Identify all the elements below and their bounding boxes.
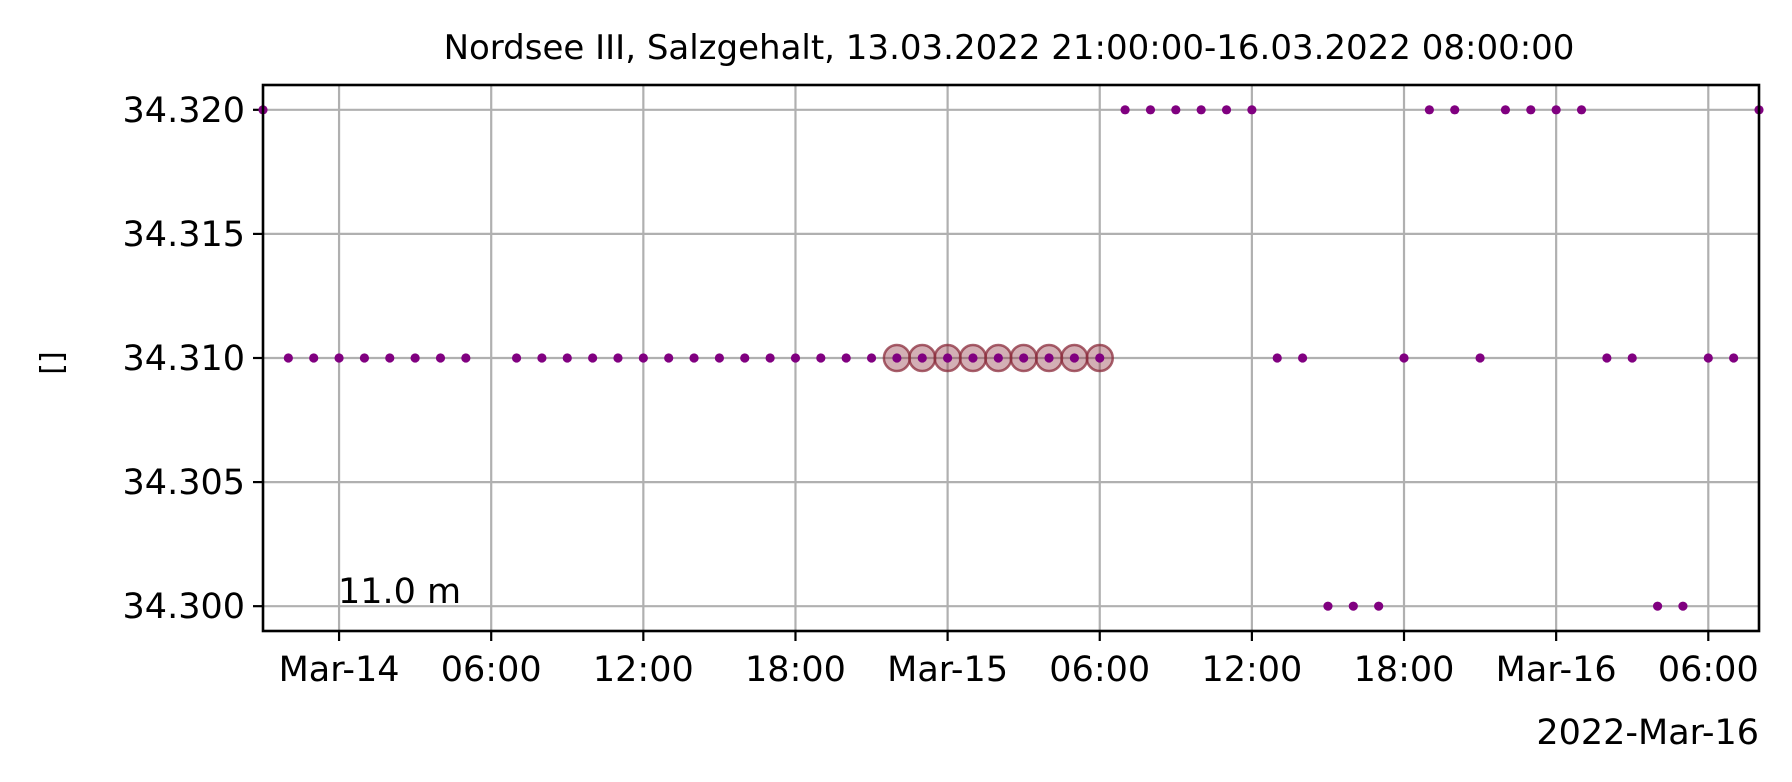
data-point	[1576, 105, 1587, 115]
data-point	[790, 353, 801, 363]
data-point	[511, 353, 522, 363]
data-point	[1044, 353, 1054, 363]
data-point	[1297, 353, 1308, 363]
data-point	[740, 353, 750, 363]
data-point	[359, 353, 370, 363]
axis-ticks: Mar-14 06:00 12:00 18:00 Mar-15 06:00 12:00 18:…	[123, 91, 1759, 690]
data-point	[968, 353, 978, 363]
data-point	[1095, 353, 1105, 363]
data-point	[1145, 105, 1156, 115]
data-point	[334, 353, 344, 363]
data-point	[892, 353, 902, 363]
y-tick-label: 34.320	[123, 91, 245, 131]
y-tick-label: 34.305	[123, 463, 245, 503]
data-point	[1551, 105, 1561, 115]
data-point	[1424, 105, 1434, 115]
data-points	[258, 105, 1764, 611]
data-point	[435, 353, 446, 363]
data-point	[1475, 353, 1485, 363]
data-point	[1171, 105, 1181, 115]
data-point	[638, 353, 648, 363]
data-point	[613, 353, 623, 363]
y-tick-label: 34.300	[123, 587, 245, 627]
data-point	[461, 353, 471, 363]
data-point	[1703, 353, 1713, 363]
data-point	[410, 353, 420, 363]
data-point	[765, 353, 775, 363]
plot-frame	[261, 83, 1761, 633]
y-axis-label: []	[35, 351, 70, 374]
x-tick-label: Mar-14	[279, 650, 400, 690]
x-tick-label: 06:00	[441, 650, 542, 690]
data-point	[1526, 105, 1536, 115]
x-tick-label: 12:00	[1201, 650, 1302, 690]
x-tick-label: 12:00	[593, 650, 694, 690]
data-point	[1323, 601, 1333, 611]
data-point	[1602, 353, 1612, 363]
x-tick-label: 06:00	[1658, 650, 1759, 690]
x-tick-label: 18:00	[1354, 650, 1455, 690]
data-point	[1399, 353, 1409, 363]
data-point	[1019, 353, 1029, 363]
data-point	[917, 353, 927, 363]
data-point	[385, 353, 395, 363]
x-tick-label: Mar-15	[887, 650, 1008, 690]
data-point	[714, 353, 725, 363]
x-tick-label: 18:00	[745, 650, 846, 690]
y-tick-label: 34.315	[123, 215, 245, 255]
y-tick-label: 34.310	[123, 339, 245, 379]
data-point	[1374, 601, 1384, 611]
data-point	[1247, 105, 1257, 115]
data-point	[1500, 105, 1511, 115]
data-point	[993, 353, 1003, 363]
data-point	[562, 353, 572, 363]
data-point	[1272, 353, 1282, 363]
data-point	[1120, 105, 1130, 115]
data-point	[689, 353, 699, 363]
x-axis-offset-label: 2022-Mar-16	[1536, 713, 1759, 753]
data-point	[1069, 353, 1079, 363]
chart-title: Nordsee III, Salzgehalt, 13.03.2022 21:0…	[444, 28, 1575, 68]
data-point	[283, 353, 293, 363]
data-point	[1450, 105, 1460, 115]
data-point	[1221, 105, 1232, 115]
data-point	[537, 353, 547, 363]
data-point	[1729, 353, 1739, 363]
data-point	[1196, 105, 1206, 115]
data-point	[588, 353, 598, 363]
data-point	[943, 353, 953, 363]
data-point	[1678, 601, 1688, 611]
data-point	[1627, 353, 1637, 363]
x-tick-label: Mar-16	[1496, 650, 1617, 690]
data-point	[866, 353, 877, 363]
data-point	[309, 353, 319, 363]
data-point	[1348, 601, 1358, 611]
data-point	[816, 353, 826, 363]
data-point	[1652, 601, 1663, 611]
data-point	[664, 353, 674, 363]
data-point	[841, 353, 851, 363]
x-tick-label: 06:00	[1049, 650, 1150, 690]
